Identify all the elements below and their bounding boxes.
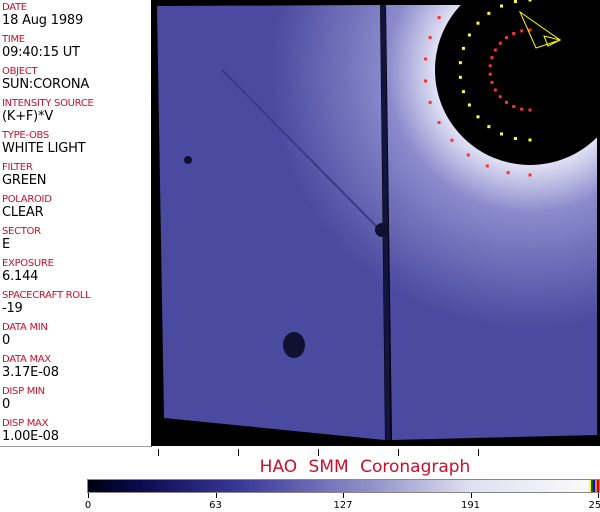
grid-marker-dot <box>512 31 516 35</box>
grid-marker-dot <box>493 48 497 52</box>
colorbar-tick-label: 63 <box>209 500 222 511</box>
grid-marker-dot <box>476 115 480 119</box>
grid-marker-dot <box>458 75 462 79</box>
grid-marker-dot <box>504 36 508 40</box>
plot-title: HAO SMM Coronagraph <box>259 457 471 477</box>
field-value: 1.00E-08 <box>2 429 59 444</box>
field-label: SECTOR <box>2 226 41 237</box>
field-value: 0 <box>2 333 11 348</box>
field-value: 0 <box>2 397 11 412</box>
field-label: EXPOSURE <box>2 258 54 269</box>
field-label: INTENSITY SOURCE <box>2 98 94 109</box>
grid-marker-dot <box>467 33 471 37</box>
field-label: OBJECT <box>2 66 38 77</box>
colorbar-tick-label: 255 <box>588 500 600 511</box>
grid-marker-dot <box>520 107 524 111</box>
field-value: CLEAR <box>2 205 44 220</box>
field-label: DISP MIN <box>2 386 45 397</box>
field-value: 18 Aug 1989 <box>2 13 84 28</box>
dark-spot-small <box>184 156 192 164</box>
colorbar-accent-end <box>589 480 599 492</box>
grid-marker-dot <box>504 100 508 104</box>
grid-marker-dot <box>498 95 502 99</box>
orientation-triangle <box>518 10 562 49</box>
grid-marker-dot <box>485 164 489 168</box>
coronagraph-image <box>152 0 600 446</box>
field-label: SPACECRAFT ROLL <box>2 290 91 301</box>
field-label: TIME <box>2 34 25 45</box>
field-value: (K+F)*V <box>2 109 54 124</box>
grid-marker-dot <box>490 80 494 84</box>
diagonal-streak <box>221 69 381 231</box>
grid-marker-dot <box>528 108 532 112</box>
dark-spot <box>283 332 305 358</box>
field-label: FILTER <box>2 162 33 173</box>
field-label: DATE <box>2 2 27 13</box>
grid-marker-dot <box>466 153 470 157</box>
grid-marker-dot <box>528 0 532 2</box>
grid-marker-dot <box>493 88 497 92</box>
grid-marker-dot <box>500 4 504 8</box>
grid-marker-dot <box>450 138 454 142</box>
grid-marker-dot <box>467 103 471 107</box>
pylon-hub <box>375 223 389 237</box>
grid-marker-dot <box>487 11 491 15</box>
image-left-panel <box>157 5 385 440</box>
field-label: TYPE-OBS <box>2 130 49 141</box>
colorbar-tick <box>343 493 344 498</box>
grid-marker-dot <box>498 41 502 45</box>
grid-marker-dot <box>506 171 510 175</box>
grid-marker-dot <box>437 16 441 19</box>
grid-marker-dot <box>437 121 441 124</box>
grid-marker-dot <box>528 173 532 177</box>
field-label: DISP MAX <box>2 418 49 429</box>
grid-marker-dot <box>528 138 532 142</box>
field-label: DATA MAX <box>2 354 51 365</box>
field-value: GREEN <box>2 173 47 188</box>
grid-marker-dot <box>476 21 480 25</box>
grid-marker-dot <box>520 29 524 33</box>
grid-marker-dot <box>513 136 517 140</box>
colorbar-tick <box>88 493 89 498</box>
grid-marker-dot <box>461 90 465 94</box>
colorbar-tick <box>470 493 472 498</box>
grid-marker-dot <box>458 61 462 65</box>
colorbar-tick-label: 127 <box>333 500 353 511</box>
field-label: DATA MIN <box>2 322 48 333</box>
field-value: 6.144 <box>2 269 39 284</box>
pylon-line <box>380 4 391 441</box>
field-value: -19 <box>2 301 23 316</box>
grid-marker-dot <box>424 79 428 83</box>
field-value: SUN:CORONA <box>2 77 90 92</box>
field-value: 3.17E-08 <box>2 365 59 380</box>
grid-marker-dot <box>428 100 432 104</box>
grid-marker-dot <box>488 72 492 76</box>
colorbar-tick-label: 0 <box>84 500 92 511</box>
grid-marker-dot <box>528 28 532 32</box>
colorbar-tick-label: 191 <box>460 500 481 511</box>
grid-marker-dot <box>428 36 432 40</box>
grid-marker-dot <box>424 57 428 61</box>
grid-marker-dot <box>488 64 492 68</box>
colorbar-tick <box>598 493 599 498</box>
field-value: 09:40:15 UT <box>2 45 80 60</box>
field-value: WHITE LIGHT <box>2 141 86 156</box>
grid-marker-dot <box>461 46 465 50</box>
header-info-panel: DATE 18 Aug 1989 TIME 09:40:15 UT OBJECT SUN:… <box>0 0 152 447</box>
grid-marker-dot <box>513 0 517 4</box>
colorbar <box>87 479 600 493</box>
grid-marker-dot <box>500 132 504 136</box>
field-value: E <box>2 237 11 252</box>
grid-marker-dot <box>512 105 516 109</box>
field-label: POLAROID <box>2 194 52 205</box>
grid-marker-dot <box>490 56 494 60</box>
occulter-disk <box>435 0 600 165</box>
colorbar-tick <box>215 493 217 498</box>
grid-marker-dot <box>487 125 491 129</box>
